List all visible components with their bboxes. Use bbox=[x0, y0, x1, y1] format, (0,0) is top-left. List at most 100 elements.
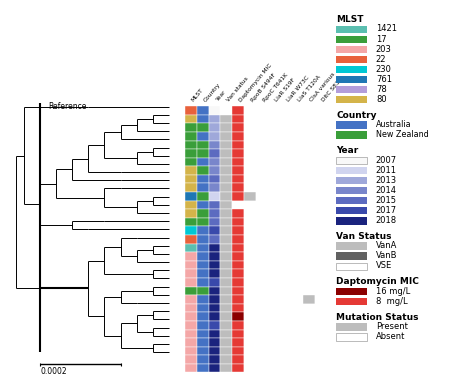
Bar bbox=[232, 132, 244, 140]
Bar bbox=[268, 295, 280, 304]
Bar bbox=[256, 321, 268, 329]
Bar bbox=[280, 184, 292, 192]
Text: 0.0002: 0.0002 bbox=[40, 367, 67, 376]
Bar bbox=[280, 287, 292, 295]
Bar bbox=[220, 329, 232, 338]
Bar bbox=[292, 149, 303, 158]
Bar bbox=[315, 252, 327, 261]
Bar bbox=[220, 149, 232, 158]
Bar bbox=[197, 287, 209, 295]
Bar bbox=[315, 201, 327, 209]
Bar bbox=[244, 244, 256, 252]
Bar bbox=[256, 355, 268, 364]
Bar bbox=[256, 149, 268, 158]
Bar bbox=[303, 184, 315, 192]
Bar bbox=[280, 321, 292, 329]
Bar bbox=[303, 338, 315, 347]
Bar bbox=[244, 321, 256, 329]
Bar bbox=[303, 244, 315, 252]
Bar bbox=[256, 287, 268, 295]
Bar bbox=[232, 106, 244, 115]
Text: 80: 80 bbox=[376, 95, 386, 104]
Bar bbox=[303, 166, 315, 175]
Bar bbox=[244, 166, 256, 175]
Bar bbox=[303, 106, 315, 115]
Bar bbox=[268, 304, 280, 312]
Bar bbox=[209, 158, 220, 166]
Bar bbox=[209, 304, 220, 312]
Bar bbox=[292, 278, 303, 287]
Bar bbox=[315, 227, 327, 235]
Bar bbox=[209, 244, 220, 252]
Bar bbox=[315, 184, 327, 192]
Bar bbox=[268, 269, 280, 278]
Bar bbox=[256, 123, 268, 132]
Bar bbox=[197, 244, 209, 252]
Bar bbox=[197, 158, 209, 166]
Text: 2017: 2017 bbox=[376, 206, 397, 215]
Bar bbox=[197, 123, 209, 132]
Bar bbox=[185, 364, 197, 372]
Bar bbox=[280, 158, 292, 166]
Text: VSE: VSE bbox=[376, 262, 392, 270]
Bar bbox=[303, 261, 315, 269]
Bar bbox=[232, 321, 244, 329]
Text: 203: 203 bbox=[376, 45, 392, 54]
Bar bbox=[185, 175, 197, 184]
Bar bbox=[268, 347, 280, 355]
Bar bbox=[244, 252, 256, 261]
Bar bbox=[256, 201, 268, 209]
Text: DltC S83C: DltC S83C bbox=[321, 77, 344, 103]
Bar bbox=[209, 347, 220, 355]
Bar bbox=[268, 355, 280, 364]
Bar bbox=[220, 184, 232, 192]
Bar bbox=[256, 184, 268, 192]
Bar bbox=[280, 364, 292, 372]
Bar bbox=[232, 175, 244, 184]
Bar bbox=[292, 192, 303, 201]
Bar bbox=[292, 321, 303, 329]
Bar bbox=[280, 338, 292, 347]
Bar bbox=[197, 329, 209, 338]
Bar bbox=[336, 217, 367, 225]
Bar bbox=[244, 329, 256, 338]
Bar bbox=[209, 192, 220, 201]
Text: LiaS T120A: LiaS T120A bbox=[298, 74, 322, 103]
Bar bbox=[220, 192, 232, 201]
Bar bbox=[256, 106, 268, 115]
Bar bbox=[292, 184, 303, 192]
Bar bbox=[303, 329, 315, 338]
Bar bbox=[315, 149, 327, 158]
Bar bbox=[244, 149, 256, 158]
Text: VanA: VanA bbox=[376, 241, 397, 250]
Bar bbox=[220, 304, 232, 312]
Bar bbox=[315, 321, 327, 329]
Text: ClsA various: ClsA various bbox=[309, 72, 337, 103]
Bar bbox=[185, 149, 197, 158]
Bar bbox=[303, 355, 315, 364]
Bar bbox=[303, 140, 315, 149]
Bar bbox=[244, 227, 256, 235]
Bar bbox=[185, 338, 197, 347]
Bar bbox=[197, 115, 209, 123]
Bar bbox=[315, 166, 327, 175]
Bar bbox=[280, 347, 292, 355]
Bar bbox=[232, 252, 244, 261]
Bar bbox=[280, 201, 292, 209]
Bar bbox=[185, 201, 197, 209]
Bar bbox=[209, 218, 220, 227]
Bar bbox=[336, 36, 367, 43]
Bar bbox=[185, 132, 197, 140]
Bar bbox=[185, 209, 197, 218]
Bar bbox=[280, 295, 292, 304]
Bar bbox=[280, 269, 292, 278]
Bar bbox=[197, 295, 209, 304]
Text: Year: Year bbox=[336, 146, 358, 155]
Bar bbox=[220, 295, 232, 304]
Bar bbox=[244, 192, 256, 201]
Bar bbox=[280, 149, 292, 158]
Bar bbox=[232, 355, 244, 364]
Bar bbox=[292, 227, 303, 235]
Bar bbox=[315, 338, 327, 347]
Bar bbox=[336, 207, 367, 215]
